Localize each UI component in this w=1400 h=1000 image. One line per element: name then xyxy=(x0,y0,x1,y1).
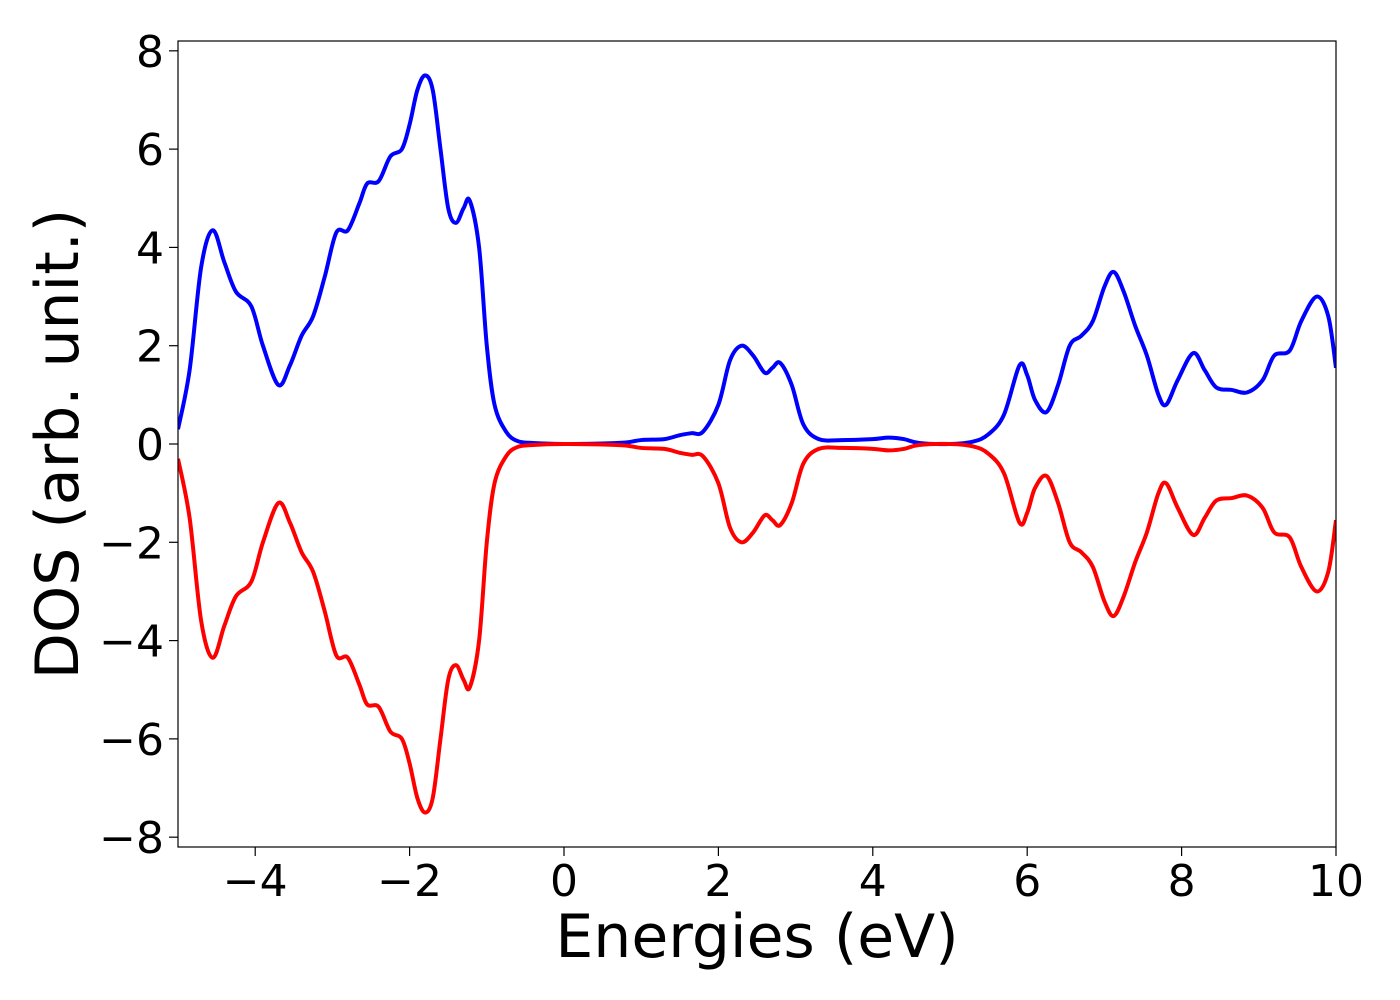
y-tick-label: 4 xyxy=(136,223,164,274)
x-axis-ticks: −4 −2 0 2 4 6 8 10 xyxy=(223,847,1364,907)
series-line-red xyxy=(178,441,1336,815)
y-axis-label: DOS (arb. unit.) xyxy=(23,209,93,679)
x-tick-label: 6 xyxy=(1013,856,1041,907)
x-tick-label: −2 xyxy=(377,856,442,907)
x-axis-label: Energies (eV) xyxy=(555,902,958,972)
y-tick-label: 2 xyxy=(136,322,164,373)
plot-background xyxy=(178,41,1336,847)
x-tick-label: 2 xyxy=(704,856,732,907)
series-line-blue xyxy=(178,73,1336,447)
x-tick-label: 0 xyxy=(550,856,578,907)
y-axis-ticks: −8 −6 −4 −2 0 2 4 6 8 xyxy=(99,27,178,864)
y-tick-label: −4 xyxy=(99,617,164,668)
y-tick-label: −8 xyxy=(99,813,164,864)
y-tick-label: 0 xyxy=(136,420,164,471)
x-tick-label: −4 xyxy=(223,856,288,907)
y-tick-label: −2 xyxy=(99,518,164,569)
x-tick-label: 10 xyxy=(1308,856,1364,907)
series-layer xyxy=(178,73,1336,815)
y-tick-label: 6 xyxy=(136,125,164,176)
y-tick-label: −6 xyxy=(99,715,164,766)
x-tick-label: 4 xyxy=(859,856,887,907)
x-tick-label: 8 xyxy=(1168,856,1196,907)
y-tick-label: 8 xyxy=(136,27,164,78)
